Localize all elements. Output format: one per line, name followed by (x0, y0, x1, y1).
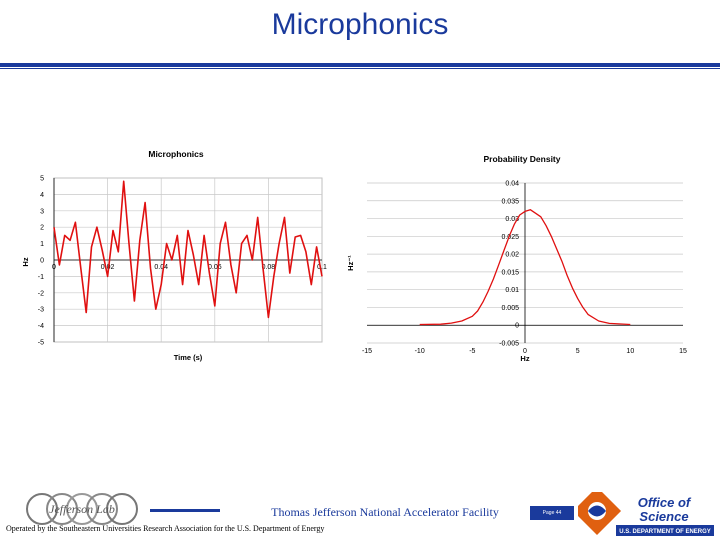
page-number: Page 44 (530, 506, 574, 520)
probability-density-chart: 0.04 0.035 0.03 0.025 0.02 0.015 0.01 0.005 0 -0.… (346, 154, 687, 363)
jefferson-lab-logo-text: Jefferson Lab (49, 502, 115, 516)
office-of-science-line3: U.S. DEPARTMENT OF ENERGY (619, 529, 711, 535)
x-tick-label: 0 (52, 264, 56, 271)
chart-title: Probability Density (484, 154, 561, 164)
x-tick-label: -5 (469, 348, 475, 355)
y-tick-label: 0.04 (505, 181, 519, 188)
facility-name: Thomas Jefferson National Accelerator Fa… (220, 505, 550, 520)
y-tick-label: 4 (40, 192, 44, 199)
y-tick-label: 0.01 (505, 287, 519, 294)
y-axis-label: Hz⁻¹ (346, 255, 355, 271)
x-axis-label: Time (s) (174, 353, 203, 362)
y-tick-label: 2 (40, 225, 44, 232)
y-tick-label: 0 (40, 258, 44, 265)
x-tick-label: 10 (626, 348, 634, 355)
y-tick-label: -0.005 (499, 341, 519, 348)
y-tick-label: 0.035 (501, 198, 519, 205)
x-tick-label: 0.04 (154, 264, 168, 271)
x-tick-label: -10 (415, 348, 425, 355)
y-tick-label: 5 (40, 176, 44, 183)
y-tick-label: 3 (40, 208, 44, 215)
chart-title: Microphonics (148, 149, 204, 159)
y-tick-label: -3 (38, 307, 44, 314)
y-axis-label: Hz (21, 257, 30, 266)
x-tick-label: 0 (523, 348, 527, 355)
y-tick-label: 1 (40, 241, 44, 248)
y-tick-label: 0.005 (501, 305, 519, 312)
y-tick-label: 0.015 (501, 269, 519, 276)
y-tick-label: 0.025 (501, 234, 519, 241)
x-tick-label: 0.02 (101, 264, 115, 271)
title-divider-thin (0, 68, 720, 69)
y-tick-label: 0.02 (505, 252, 519, 259)
jefferson-lab-logo: Jefferson Lab (26, 493, 138, 525)
y-tick-label: -5 (38, 340, 44, 347)
microphonics-chart: 5 4 3 2 1 0 -1 -2 -3 -4 -5 0 0.02 0.04 0.06 0.08 0.1 Micr… (21, 149, 327, 362)
series-line-0 (53, 180, 323, 319)
office-of-science-line1: Office of (638, 495, 692, 510)
series-line-0 (419, 209, 631, 326)
y-tick-label: -2 (38, 290, 44, 297)
x-tick-label: 5 (576, 348, 580, 355)
x-axis-label: Hz (520, 354, 529, 363)
x-tick-label: 0.08 (262, 264, 276, 271)
x-tick-label: -15 (362, 348, 372, 355)
x-tick-label: 0.1 (317, 264, 327, 271)
slide-title: Microphonics (271, 8, 449, 41)
office-of-science-logo: Office of Science U.S. DEPARTMENT OF ENE… (578, 492, 714, 536)
y-tick-label: 0 (515, 323, 519, 330)
y-tick-label: -1 (38, 274, 44, 281)
x-tick-label: 0.06 (208, 264, 222, 271)
y-tick-label: -4 (38, 323, 44, 330)
office-of-science-line2: Science (639, 509, 688, 524)
title-divider (0, 63, 720, 67)
operated-by-text: Operated by the Southeastern Universitie… (6, 524, 325, 533)
x-tick-label: 15 (679, 348, 687, 355)
y-tick-label: 0.03 (505, 216, 519, 223)
